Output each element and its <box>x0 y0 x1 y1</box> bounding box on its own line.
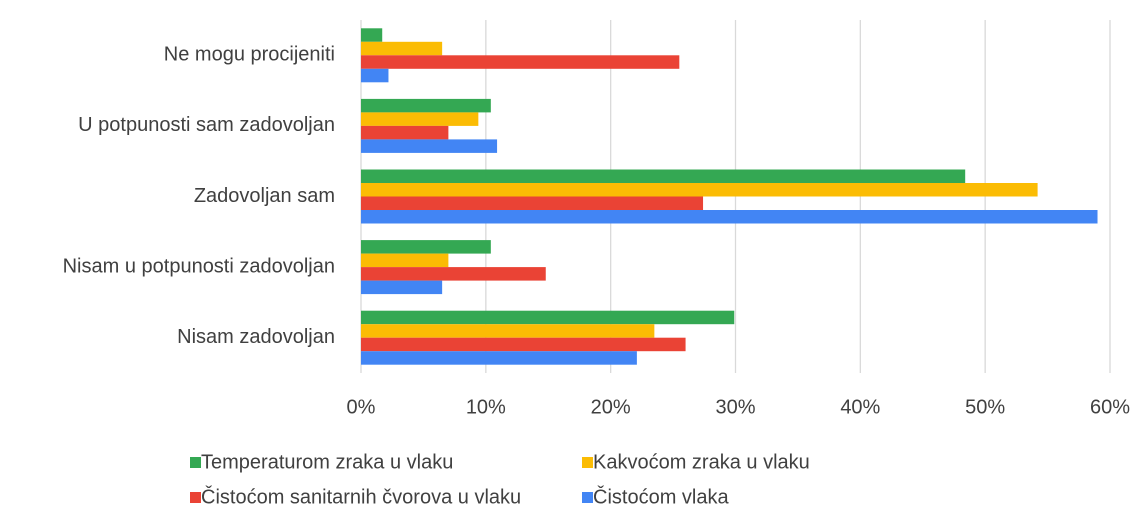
legend-label: Kakvoćom zraka u vlaku <box>593 451 810 473</box>
bar <box>361 253 449 268</box>
bar <box>361 267 546 281</box>
x-tick-label: 10% <box>466 396 506 418</box>
bar <box>361 196 704 210</box>
bar <box>361 125 449 140</box>
legend-label: Čistoćom sanitarnih čvorova u vlaku <box>201 485 521 508</box>
y-tick-label: U potpunosti sam zadovoljan <box>78 114 335 136</box>
x-tick-label: 50% <box>965 396 1005 418</box>
y-tick-label: Nisam u potpunosti zadovoljan <box>63 255 335 277</box>
bar <box>361 280 443 295</box>
bar <box>361 68 389 83</box>
legend-swatch <box>582 492 593 503</box>
legend-swatch <box>190 492 201 503</box>
bar <box>361 139 498 153</box>
bar <box>361 183 1038 197</box>
x-tick-label: 0% <box>347 396 376 418</box>
bar <box>361 310 735 325</box>
bar <box>361 55 680 69</box>
bar <box>361 28 383 42</box>
legend-swatch <box>190 457 201 468</box>
legend-label: Čistoćom vlaka <box>593 485 729 508</box>
bar <box>361 337 686 352</box>
bar <box>361 112 479 126</box>
bar <box>361 98 491 113</box>
legend-label: Temperaturom zraka u vlaku <box>201 451 453 473</box>
y-tick-label: Ne mogu procijeniti <box>164 44 335 66</box>
x-tick-label: 30% <box>715 396 755 418</box>
bar <box>361 240 491 254</box>
bar <box>361 41 443 56</box>
bar <box>361 169 966 183</box>
bar <box>361 210 1098 224</box>
x-tick-label: 60% <box>1090 396 1130 418</box>
x-tick-label: 40% <box>840 396 880 418</box>
bar <box>361 351 637 365</box>
x-tick-label: 20% <box>591 396 631 418</box>
bar <box>361 324 655 338</box>
legend-swatch <box>582 457 593 468</box>
y-tick-label: Nisam zadovoljan <box>177 326 335 348</box>
y-tick-label: Zadovoljan sam <box>194 185 335 207</box>
